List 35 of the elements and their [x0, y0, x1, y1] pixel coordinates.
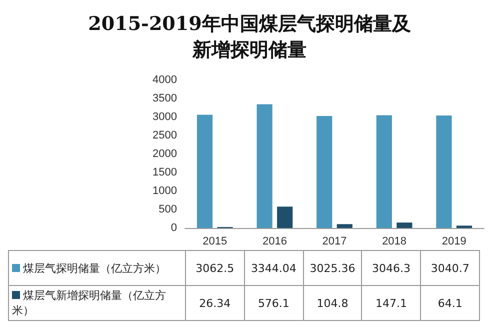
- data-label: 104.8: [303, 286, 362, 320]
- x-tick-label: 2019: [442, 236, 466, 248]
- y-tick-label: 3000: [152, 111, 177, 123]
- data-label: 147.1: [362, 286, 421, 320]
- y-tick-label: 1000: [152, 185, 177, 197]
- bar: [336, 224, 352, 228]
- bar: [396, 222, 412, 228]
- bar: [316, 116, 332, 228]
- bar: [256, 104, 272, 228]
- bar: [196, 114, 213, 228]
- data-label: 64.1: [420, 286, 480, 320]
- y-tick-label: 1500: [152, 166, 177, 178]
- x-tick-label: 2017: [322, 236, 347, 248]
- bar: [277, 206, 293, 228]
- data-label: 26.34: [186, 286, 244, 320]
- data-label: 3344.04: [244, 250, 304, 286]
- bar: [436, 115, 452, 228]
- x-tick-label: 2016: [262, 236, 287, 248]
- data-label: 3040.7: [420, 250, 480, 286]
- legend-label: 煤层气新增探明储量（亿立方米）: [8, 286, 186, 320]
- data-label: 3025.36: [303, 250, 362, 286]
- x-tick-label: 2018: [382, 236, 407, 248]
- y-tick-label: 0: [170, 222, 177, 234]
- bar: [376, 115, 392, 228]
- y-tick-label: 2500: [152, 130, 177, 142]
- legend-label: 煤层气探明储量（亿立方米）: [8, 250, 186, 286]
- y-tick-label: 3500: [152, 92, 177, 104]
- data-label: 3062.5: [186, 250, 244, 286]
- chart-title: 2015-2019年中国煤层气探明储量及新增探明储量: [88, 13, 411, 61]
- y-tick-label: 500: [158, 204, 177, 216]
- y-tick-label: 2000: [152, 148, 177, 160]
- x-tick-label: 2015: [202, 236, 228, 248]
- data-label: 576.1: [244, 286, 304, 320]
- data-label: 3046.3: [362, 250, 421, 286]
- y-tick-label: 4000: [152, 74, 177, 86]
